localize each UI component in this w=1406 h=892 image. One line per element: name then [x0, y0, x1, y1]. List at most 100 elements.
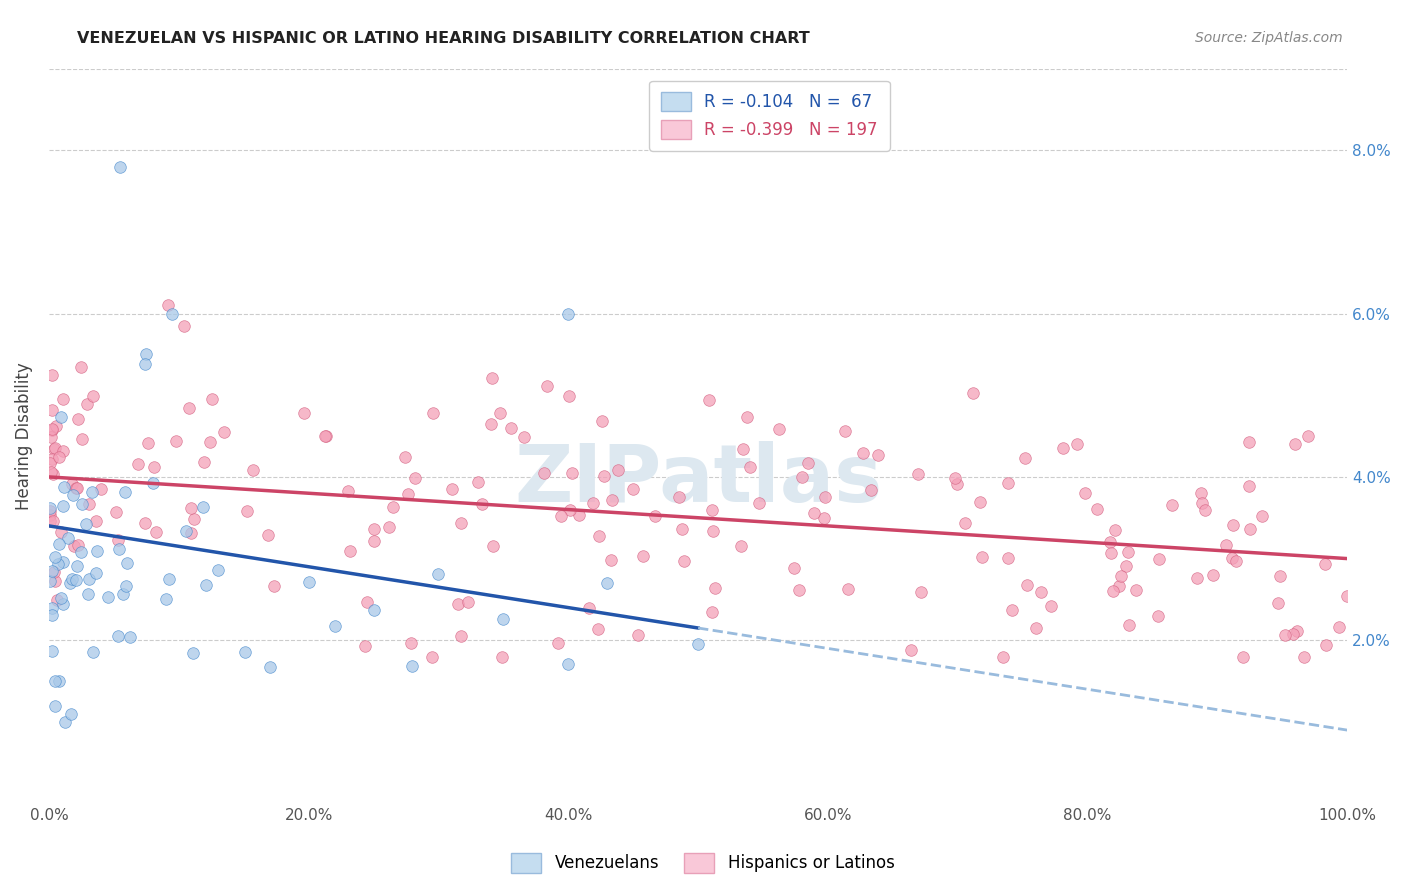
Point	[233, 645, 256, 659]
Text: Source: ZipAtlas.com: Source: ZipAtlas.com	[1195, 31, 1343, 45]
Point	[1160, 498, 1182, 512]
Point	[1282, 627, 1305, 641]
Point	[1194, 503, 1216, 517]
Point	[1052, 441, 1074, 455]
Point	[235, 504, 257, 518]
Point	[688, 637, 710, 651]
Point	[314, 429, 336, 443]
Point	[900, 643, 922, 657]
Point	[491, 649, 513, 664]
Point	[41, 423, 63, 437]
Point	[441, 483, 464, 497]
Point	[82, 389, 104, 403]
Point	[44, 441, 66, 455]
Point	[1225, 554, 1247, 568]
Point	[363, 603, 385, 617]
Point	[1285, 624, 1308, 638]
Point	[1118, 617, 1140, 632]
Point	[48, 674, 70, 689]
Point	[44, 550, 66, 565]
Point	[482, 539, 505, 553]
Point	[969, 495, 991, 509]
Point	[173, 319, 195, 334]
Point	[582, 496, 605, 510]
Point	[79, 572, 101, 586]
Point	[1115, 558, 1137, 573]
Point	[588, 529, 610, 543]
Point	[52, 597, 75, 611]
Point	[1232, 649, 1254, 664]
Point	[115, 579, 138, 593]
Point	[471, 497, 494, 511]
Point	[41, 403, 63, 417]
Point	[1029, 584, 1052, 599]
Point	[107, 629, 129, 643]
Point	[162, 307, 184, 321]
Point	[997, 551, 1019, 566]
Point	[593, 468, 616, 483]
Point	[790, 470, 813, 484]
Point	[39, 504, 62, 518]
Point	[155, 592, 177, 607]
Point	[814, 490, 837, 504]
Point	[1270, 569, 1292, 583]
Point	[738, 460, 761, 475]
Point	[135, 347, 157, 361]
Point	[86, 544, 108, 558]
Point	[991, 649, 1014, 664]
Point	[1104, 523, 1126, 537]
Point	[550, 508, 572, 523]
Point	[700, 605, 723, 619]
Point	[53, 480, 76, 494]
Point	[60, 572, 83, 586]
Point	[76, 397, 98, 411]
Point	[134, 357, 156, 371]
Point	[165, 434, 187, 449]
Point	[1191, 496, 1213, 510]
Point	[259, 660, 281, 674]
Point	[336, 484, 359, 499]
Point	[44, 565, 66, 579]
Point	[860, 483, 883, 497]
Point	[292, 406, 315, 420]
Point	[363, 534, 385, 549]
Point	[789, 582, 811, 597]
Point	[1250, 509, 1272, 524]
Point	[457, 594, 479, 608]
Point	[157, 572, 180, 586]
Point	[668, 490, 690, 504]
Point	[157, 298, 180, 312]
Point	[143, 459, 166, 474]
Point	[44, 698, 66, 713]
Point	[467, 475, 489, 489]
Point	[1040, 599, 1063, 613]
Point	[731, 442, 754, 456]
Point	[955, 516, 977, 531]
Point	[108, 542, 131, 557]
Point	[180, 500, 202, 515]
Point	[356, 595, 378, 609]
Point	[382, 500, 405, 515]
Point	[1313, 558, 1336, 572]
Point	[79, 497, 101, 511]
Point	[127, 457, 149, 471]
Point	[41, 564, 63, 578]
Point	[489, 406, 512, 420]
Point	[118, 630, 141, 644]
Point	[558, 503, 581, 517]
Point	[39, 574, 62, 588]
Point	[396, 486, 419, 500]
Point	[700, 503, 723, 517]
Point	[39, 514, 62, 528]
Point	[49, 409, 72, 424]
Point	[1237, 435, 1260, 450]
Point	[962, 386, 984, 401]
Point	[66, 538, 89, 552]
Point	[1025, 621, 1047, 635]
Point	[41, 368, 63, 383]
Point	[41, 452, 63, 467]
Point	[145, 524, 167, 539]
Text: VENEZUELAN VS HISPANIC OR LATINO HEARING DISABILITY CORRELATION CHART: VENEZUELAN VS HISPANIC OR LATINO HEARING…	[77, 31, 810, 46]
Point	[134, 516, 156, 530]
Point	[45, 418, 67, 433]
